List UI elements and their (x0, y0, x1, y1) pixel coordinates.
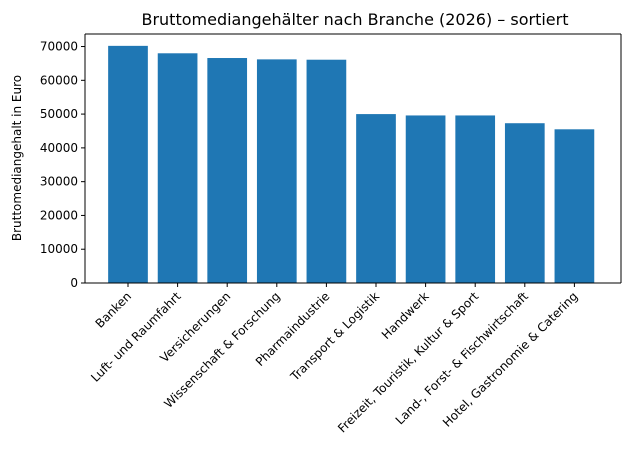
bar (504, 123, 545, 283)
y-tick-label: 20000 (40, 208, 78, 222)
chart-title: Bruttomediangehälter nach Branche (2026)… (141, 10, 568, 29)
y-tick-label: 40000 (40, 141, 78, 155)
x-tick-label: Luft- und Raumfahrt (88, 289, 184, 385)
y-tick-label: 50000 (40, 107, 78, 121)
x-tick-label: Handwerk (379, 289, 432, 342)
bar (356, 114, 396, 283)
bar (306, 59, 347, 284)
bar (405, 115, 446, 283)
y-axis-label: Bruttomediangehalt in Euro (10, 75, 24, 241)
bar (455, 115, 496, 283)
y-tick-label: 30000 (40, 175, 78, 189)
bars-group (108, 45, 595, 284)
y-tick-label: 10000 (40, 242, 78, 256)
bar (108, 45, 148, 283)
y-tick-label: 70000 (40, 40, 78, 54)
y-tick-label: 60000 (40, 73, 78, 87)
bar (554, 129, 595, 283)
bar (157, 53, 198, 283)
bar (256, 59, 297, 284)
y-ticks-group: 0 10000 20000 30000 40000 50000 60000 70000 (40, 40, 85, 290)
y-tick-label: 0 (70, 276, 78, 290)
bar (207, 58, 248, 283)
x-tick-label: Banken (93, 289, 135, 331)
x-tick-label: Transport & Logistik (287, 289, 382, 384)
